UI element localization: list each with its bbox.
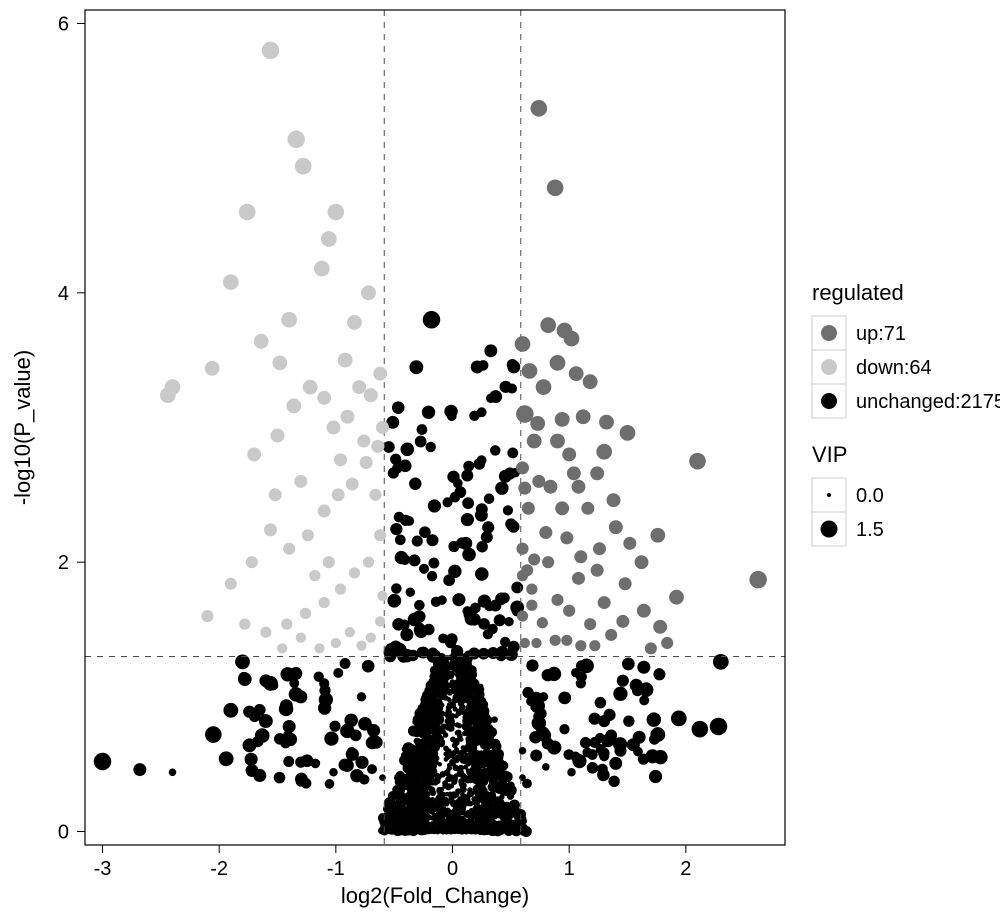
legend-swatch-down bbox=[821, 359, 837, 375]
volcano-plot-figure: -3 -2 -1 0 1 2 0 2 4 6 log2(Fold_Change) -log10(P_v… bbox=[0, 0, 1000, 912]
svg-text:-3: -3 bbox=[94, 858, 112, 880]
legend-vip-swatch bbox=[821, 521, 838, 538]
legend-swatch-unchanged bbox=[821, 393, 837, 409]
svg-text:1: 1 bbox=[564, 858, 575, 880]
svg-text:4: 4 bbox=[58, 283, 69, 305]
volcano-plot-svg: -3 -2 -1 0 1 2 0 2 4 6 log2(Fold_Change) -log10(P_v… bbox=[0, 0, 1000, 912]
x-axis-title: log2(Fold_Change) bbox=[341, 883, 529, 908]
legend-label: down:64 bbox=[856, 357, 932, 379]
scatter-group-down bbox=[160, 42, 389, 654]
svg-text:-1: -1 bbox=[327, 858, 345, 880]
scatter-group-unchanged bbox=[94, 311, 729, 837]
legend-vip-title: VIP bbox=[812, 442, 847, 467]
legend-vip-swatch bbox=[827, 493, 831, 497]
svg-text:-2: -2 bbox=[210, 858, 228, 880]
legend-regulated-title: regulated bbox=[812, 280, 904, 305]
legend-label: up:71 bbox=[856, 323, 906, 345]
legend-vip-label: 0.0 bbox=[856, 485, 884, 507]
legend-label: unchanged:2175 bbox=[856, 391, 1000, 413]
svg-text:6: 6 bbox=[58, 13, 69, 35]
y-axis-title: -log10(P_value) bbox=[10, 350, 35, 505]
svg-text:0: 0 bbox=[58, 822, 69, 844]
scatter-group-up bbox=[515, 100, 767, 654]
svg-text:2: 2 bbox=[680, 858, 691, 880]
legend-vip-label: 1.5 bbox=[856, 519, 884, 541]
svg-text:0: 0 bbox=[447, 858, 458, 880]
svg-text:2: 2 bbox=[58, 552, 69, 574]
legend-swatch-up bbox=[821, 325, 837, 341]
